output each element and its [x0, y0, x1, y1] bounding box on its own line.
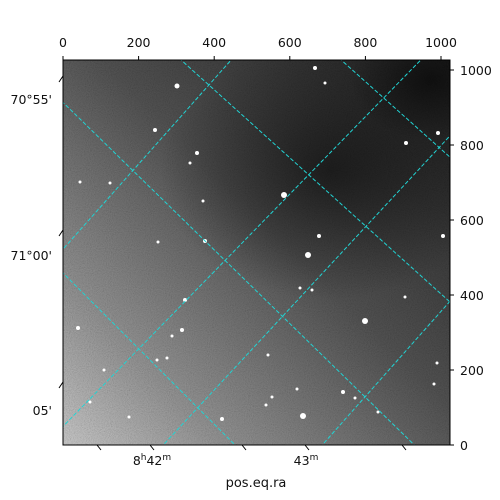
star [108, 181, 112, 185]
star [436, 131, 440, 135]
grid-line [162, 135, 450, 445]
star [76, 326, 80, 330]
right-tick-label: 1000 [460, 63, 492, 78]
grid-line [321, 300, 450, 445]
dec-tick-label: 71°00' [11, 248, 53, 263]
star [174, 83, 180, 89]
star [170, 334, 174, 338]
star [317, 234, 321, 238]
star [313, 66, 317, 70]
coordinate-grid [63, 60, 450, 445]
top-tick-label: 0 [59, 35, 67, 50]
top-tick-label: 600 [278, 35, 302, 50]
right-tick-label: 600 [460, 213, 484, 228]
star [323, 81, 327, 85]
star [310, 288, 314, 292]
star [362, 318, 368, 324]
top-pixel-axis: 0 200 400 600 800 1000 [59, 35, 457, 60]
star [78, 180, 82, 184]
dec-axis: 70°55' 71°00' 05' [11, 75, 64, 418]
grid-line [180, 60, 450, 303]
star [432, 382, 436, 386]
top-tick-label: 200 [127, 35, 151, 50]
star [155, 358, 159, 362]
star [195, 151, 199, 155]
ra-axis: 8h42m 43m pos.eq.ra [96, 444, 407, 491]
dec-tick-label: 70°55' [11, 92, 53, 107]
star [281, 192, 287, 198]
star [180, 328, 184, 332]
ra-tick-label: 43m [294, 453, 319, 468]
grid-line [63, 272, 236, 445]
sky-image [63, 60, 450, 445]
star [165, 356, 169, 360]
star [201, 199, 205, 203]
star [183, 298, 187, 302]
star [295, 387, 299, 391]
star [435, 361, 439, 365]
top-tick-label: 1000 [425, 35, 457, 50]
star [341, 390, 345, 394]
right-tick-label: 400 [460, 288, 484, 303]
star [220, 417, 224, 421]
star [156, 240, 160, 244]
star [441, 234, 445, 238]
star [298, 286, 302, 290]
star-field [76, 66, 445, 421]
star [188, 161, 192, 165]
grid-line [63, 60, 232, 250]
grid-line [340, 60, 450, 158]
right-tick-label: 200 [460, 363, 484, 378]
top-tick-label: 800 [353, 35, 377, 50]
top-tick-label: 400 [202, 35, 226, 50]
star [270, 395, 274, 399]
star [403, 295, 407, 299]
star [88, 400, 92, 404]
star [266, 353, 270, 357]
right-pixel-axis: 1000 800 600 400 200 0 [450, 63, 492, 453]
plot-frame [62, 59, 451, 446]
grid-line [63, 60, 422, 428]
star [153, 128, 157, 132]
right-tick-label: 800 [460, 138, 484, 153]
star [376, 410, 380, 414]
right-tick-label: 0 [460, 438, 468, 453]
star [305, 252, 311, 258]
grid-line [63, 101, 416, 445]
ra-tick-label: 8h42m [133, 453, 171, 468]
star [127, 415, 131, 419]
x-axis-label: pos.eq.ra [226, 476, 287, 491]
star [300, 413, 306, 419]
dec-tick-label: 05' [33, 403, 52, 418]
star [404, 141, 408, 145]
star [353, 396, 357, 400]
star [264, 403, 268, 407]
star [102, 368, 106, 372]
